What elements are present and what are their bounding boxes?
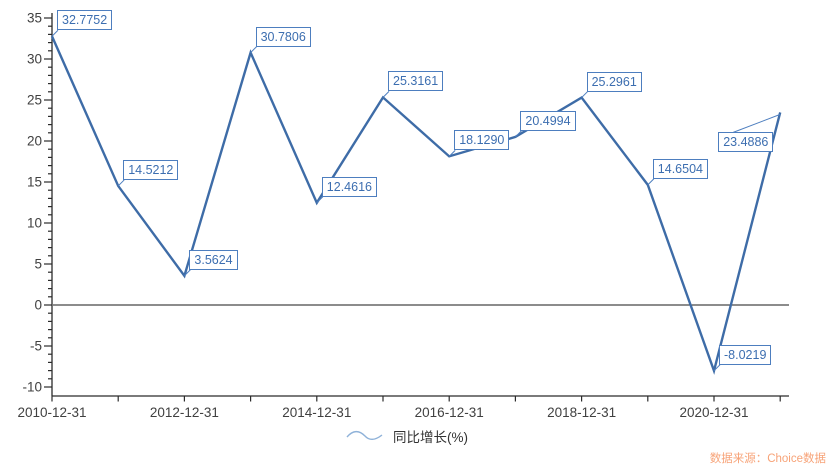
label-leader xyxy=(448,149,456,157)
point-label: 25.2961 xyxy=(586,71,642,92)
y-tick-label: 35 xyxy=(27,11,42,26)
y-tick-label: 30 xyxy=(27,52,42,67)
x-tick-label: 2020-12-31 xyxy=(679,405,748,420)
label-leader xyxy=(250,46,257,53)
x-tick-label: 2012-12-31 xyxy=(150,405,219,420)
y-tick-label: -10 xyxy=(22,380,42,395)
legend-series-label: 同比增长(%) xyxy=(393,430,468,445)
series-line xyxy=(50,35,782,375)
label-leader xyxy=(713,364,721,372)
label-leader xyxy=(647,178,655,186)
label-leader xyxy=(51,29,59,37)
point-label: 3.5624 xyxy=(189,249,238,270)
x-tick-label: 2014-12-31 xyxy=(282,405,351,420)
y-tick-label: 0 xyxy=(34,298,42,313)
label-leader xyxy=(316,196,324,204)
y-tick-label: 5 xyxy=(34,257,42,272)
y-tick-label: 10 xyxy=(27,216,42,231)
point-label: 12.4616 xyxy=(321,176,377,197)
point-label: 18.1290 xyxy=(454,130,510,151)
label-leader xyxy=(117,179,125,187)
point-label: 25.3161 xyxy=(388,71,444,92)
y-tick-label: 20 xyxy=(27,134,42,149)
point-label: 23.4886 xyxy=(718,132,774,153)
label-leader xyxy=(382,91,390,98)
label-leader xyxy=(184,269,191,277)
point-label: 14.5212 xyxy=(123,159,179,180)
y-tick-label: 25 xyxy=(27,93,42,108)
point-label: 32.7752 xyxy=(57,10,113,31)
y-tick-label: 15 xyxy=(27,175,42,190)
x-tick-label: 2016-12-31 xyxy=(415,405,484,420)
y-tick-label: -5 xyxy=(30,339,42,354)
label-leader xyxy=(581,91,588,98)
point-label: -8.0219 xyxy=(719,344,772,365)
point-label: 14.6504 xyxy=(652,158,708,179)
data-source-credit: 数据来源：Choice数据 xyxy=(709,453,826,465)
x-tick-label: 2010-12-31 xyxy=(17,405,86,420)
legend-wave-icon xyxy=(346,430,383,440)
point-label: 30.7806 xyxy=(255,26,311,47)
x-tick-label: 2018-12-31 xyxy=(547,405,616,420)
point-label: 20.4994 xyxy=(520,110,576,131)
label-leader xyxy=(515,130,522,138)
label-leader xyxy=(733,113,781,133)
legend: 同比增长(%) xyxy=(346,426,468,446)
